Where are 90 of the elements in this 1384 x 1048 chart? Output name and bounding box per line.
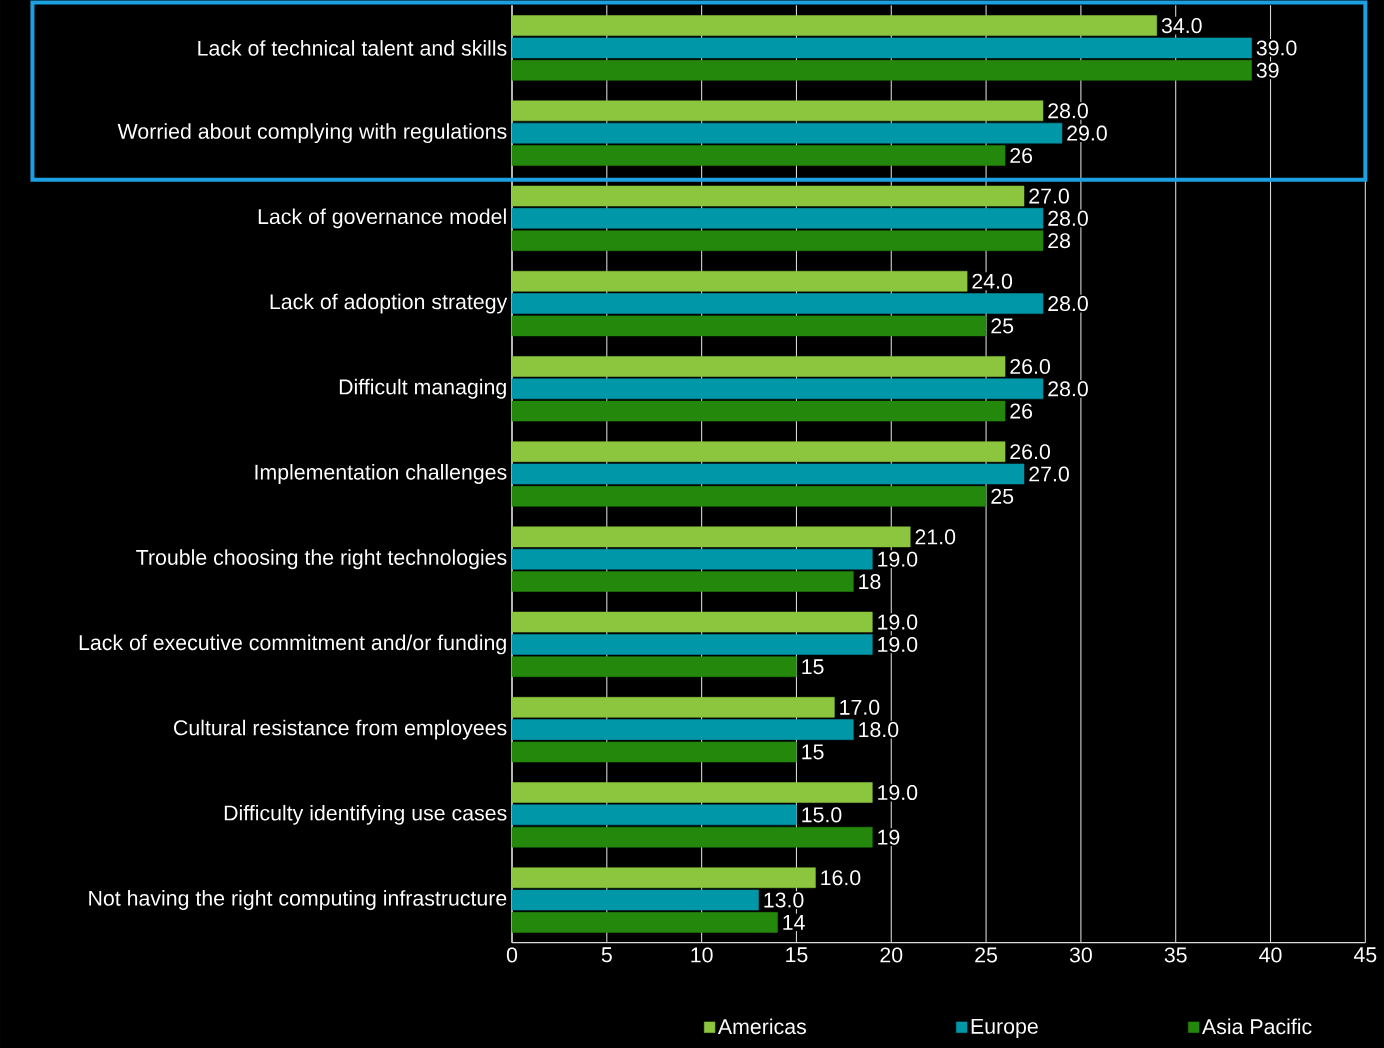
bar [511,526,911,548]
data-label: 26 [1010,403,1033,419]
x-tick-label: 20 [880,947,903,963]
y-tick-label: Difficulty identifying use cases [224,804,507,825]
bar [511,571,854,592]
y-tick-label: Not having the right computing infrastructure [89,890,507,911]
data-label: 17.0 [840,699,880,715]
data-label: 21.0 [915,529,956,545]
y-tick-label: Lack of governance model [258,208,506,229]
data-label: 25 [991,318,1014,334]
bar [511,100,1044,122]
x-tick-label: 15 [786,947,808,963]
bar [511,378,1044,400]
bar [511,37,1252,59]
legend-label: Europe [971,1018,1038,1039]
data-label: 13.0 [764,892,804,908]
data-label: 16.0 [821,870,861,886]
bar [511,185,1025,207]
bar [511,826,873,848]
y-tick-label: Lack of technical talent and skills [198,40,507,56]
y-tick-label: Worried about complying with regulations [117,123,507,144]
bar [511,122,1063,144]
data-label: 19.0 [878,551,918,567]
x-tick-label: 40 [1259,947,1282,963]
data-label: 19.0 [878,784,918,801]
data-label: 19 [878,829,900,845]
bar [511,441,1006,462]
bar [511,463,1025,485]
bar [511,230,1044,251]
legend-label: Asia Pacific [1202,1018,1312,1035]
bar [511,293,1044,314]
data-label: 26 [1010,147,1033,164]
data-label: 27.0 [1029,466,1069,482]
y-tick-label: Difficult managing [339,378,506,399]
data-label: 39 [1256,62,1279,78]
bar [511,400,1006,422]
x-tick-label: 5 [601,947,612,963]
x-tick-label: 25 [975,947,998,963]
bar [511,15,1158,36]
data-label: 27.0 [1029,188,1069,204]
data-label: 25 [991,488,1014,504]
bar [511,356,1006,377]
data-label: 15 [802,659,824,675]
bar [511,208,1044,229]
data-label: 26.0 [1010,444,1050,460]
data-label: 28.0 [1048,381,1088,397]
data-label: 28.0 [1048,210,1088,226]
data-label: 15 [802,744,824,760]
bar [511,889,759,911]
x-tick-label: 30 [1069,947,1092,963]
x-tick-label: 45 [1353,947,1377,963]
data-label: 26.0 [1010,358,1050,375]
bar [511,741,797,763]
data-label: 19.0 [878,636,918,652]
data-label: 14 [783,915,805,930]
bar [511,145,1006,166]
legend-label: Americas [717,1018,806,1035]
data-label: 28.0 [1048,296,1088,312]
data-label: 28.0 [1048,103,1088,119]
y-tick-label: Trouble choosing the right technologies [136,549,507,570]
bar [511,270,968,292]
data-label: 18.0 [859,722,899,738]
y-tick-label: Implementation challenges [255,464,507,484]
data-label: 28 [1048,233,1071,249]
bar [511,656,797,678]
bar [511,867,816,889]
bar [511,611,873,633]
x-tick-label: 35 [1164,947,1187,963]
data-label: 34.0 [1161,18,1202,34]
bar [511,548,873,570]
x-tick-label: 0 [506,947,518,963]
data-label: 19.0 [878,614,918,630]
bar [511,59,1252,81]
data-label: 18 [859,573,881,590]
bar [511,804,797,826]
y-tick-label: Cultural resistance from employees [174,719,507,740]
y-tick-label: Lack of adoption strategy [270,293,508,314]
bar [511,719,854,740]
bar [511,315,987,337]
bar [511,634,873,655]
bar [511,782,873,803]
data-label: 39.0 [1256,40,1297,56]
data-label: 24.0 [972,273,1013,289]
y-tick-label: Lack of executive commitment and/or funding [79,634,506,655]
data-label: 15.0 [802,807,842,823]
data-label: 29.0 [1067,125,1107,141]
bar [511,697,835,718]
bar [511,912,778,933]
bar [511,486,987,507]
x-tick-label: 10 [691,947,713,963]
